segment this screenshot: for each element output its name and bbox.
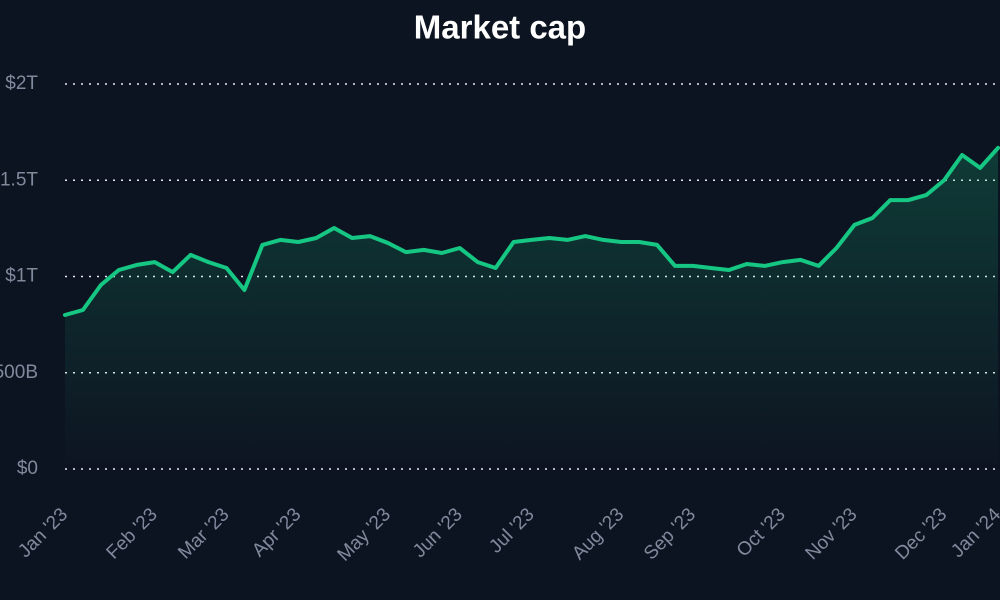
chart-title: Market cap [414, 9, 586, 46]
y-tick-label: $1.5T [0, 169, 38, 190]
area-fill [65, 147, 998, 469]
y-tick-label: $0 [17, 458, 38, 479]
line [63, 145, 1000, 317]
y-tick-label: $1T [5, 266, 38, 287]
y-tick-label: $500B [0, 362, 38, 383]
y-tick-label: $2T [5, 73, 38, 94]
